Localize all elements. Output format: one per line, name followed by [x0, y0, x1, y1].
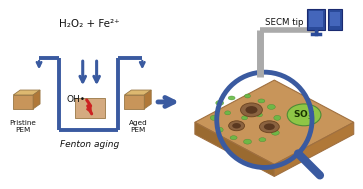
Text: OH•: OH•	[67, 95, 86, 105]
Polygon shape	[195, 122, 274, 176]
Ellipse shape	[210, 115, 217, 120]
Bar	[328, 9, 342, 30]
Text: SO$_3^-$: SO$_3^-$	[293, 108, 315, 122]
Ellipse shape	[264, 123, 275, 130]
Polygon shape	[125, 95, 144, 109]
Bar	[309, 11, 323, 26]
Ellipse shape	[256, 113, 262, 117]
Ellipse shape	[259, 138, 266, 142]
Polygon shape	[195, 80, 354, 164]
Text: Pristine
PEM: Pristine PEM	[10, 120, 37, 133]
Ellipse shape	[216, 127, 223, 132]
Text: Aged
PEM: Aged PEM	[129, 120, 148, 133]
Ellipse shape	[230, 136, 237, 140]
Ellipse shape	[287, 104, 321, 126]
Ellipse shape	[245, 106, 257, 114]
Ellipse shape	[271, 130, 279, 135]
Polygon shape	[33, 90, 40, 109]
Bar	[330, 12, 340, 26]
Bar	[307, 9, 325, 30]
Polygon shape	[75, 98, 105, 118]
Ellipse shape	[258, 99, 265, 103]
Text: H₂O₂ + Fe²⁺: H₂O₂ + Fe²⁺	[60, 19, 120, 29]
Ellipse shape	[225, 111, 231, 115]
Ellipse shape	[229, 121, 245, 131]
Polygon shape	[274, 122, 354, 176]
Polygon shape	[144, 90, 151, 109]
Polygon shape	[125, 90, 151, 95]
Text: Fenton aging: Fenton aging	[60, 140, 119, 149]
Ellipse shape	[228, 96, 235, 100]
Ellipse shape	[216, 101, 224, 105]
Polygon shape	[13, 90, 40, 95]
Ellipse shape	[241, 103, 262, 117]
Ellipse shape	[232, 123, 241, 129]
Text: SECM tip: SECM tip	[265, 18, 304, 26]
Ellipse shape	[245, 94, 250, 98]
Ellipse shape	[241, 116, 248, 120]
Polygon shape	[13, 95, 33, 109]
Ellipse shape	[244, 139, 252, 144]
Ellipse shape	[274, 115, 281, 120]
Ellipse shape	[260, 121, 279, 133]
Ellipse shape	[268, 105, 275, 109]
